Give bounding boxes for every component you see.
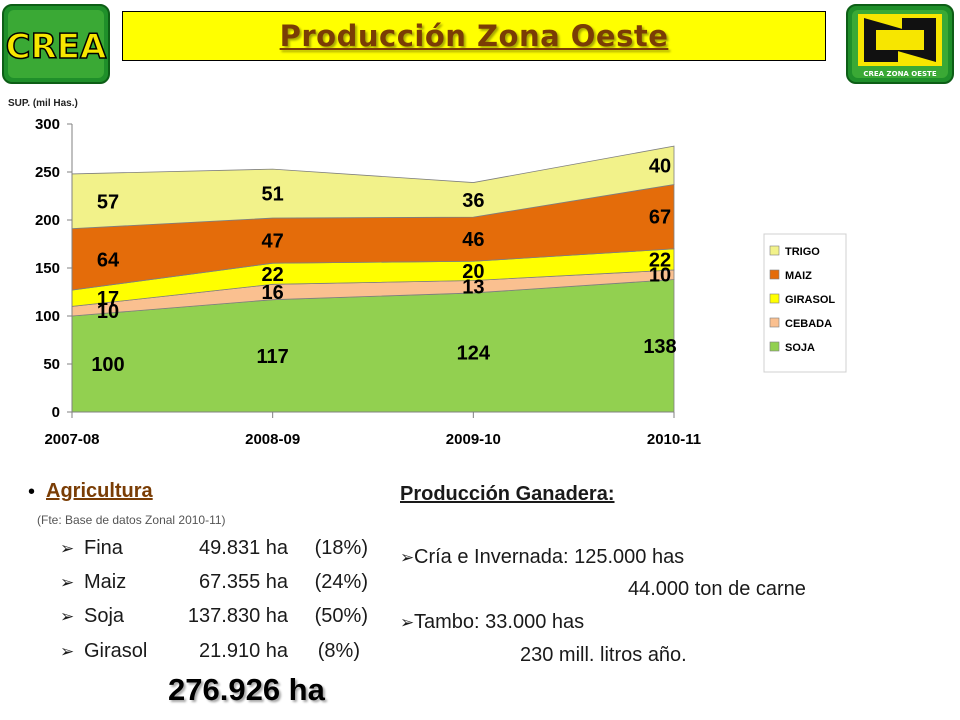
data-label-cebada: 10	[649, 265, 671, 287]
crop-name: Maiz	[84, 571, 127, 593]
y-tick-label: 150	[35, 260, 60, 277]
ganadera-tambo-label: Tambo: 33.000 has	[414, 611, 585, 633]
chart-legend: TRIGO MAIZ GIRASOL CEBADA SOJA	[763, 233, 847, 373]
agricultura-bullet: •	[28, 481, 36, 503]
legend-label-maiz: MAIZ	[785, 270, 812, 282]
crop-ha: 137.830 ha	[187, 605, 288, 627]
data-label-maiz: 67	[649, 207, 671, 229]
crop-pct: (8%)	[317, 640, 360, 662]
data-label-cebada: 13	[462, 277, 484, 299]
arrow-bullet-icon: ➢	[400, 548, 415, 567]
data-label-soja: 138	[643, 336, 676, 358]
crea-zona-oeste-logo: CREA ZONA OESTE	[846, 4, 954, 84]
x-tick-label: 2007-08	[44, 431, 99, 448]
chart-unit-label: SUP. (mil Has.)	[8, 98, 78, 109]
y-tick-label: 50	[43, 356, 60, 373]
data-label-trigo: 51	[262, 184, 284, 206]
legend-label-cebada: CEBADA	[785, 318, 832, 330]
crop-ha: 21.910 ha	[199, 640, 288, 662]
legend-swatch-soja	[769, 341, 780, 352]
x-tick-label: 2010-11	[647, 431, 701, 448]
agricultura-total: 276.926 ha	[168, 672, 325, 707]
legend-swatch-cebada	[769, 317, 780, 328]
data-label-maiz: 46	[462, 229, 484, 251]
agricultura-row-soja: ➢ Soja 137.830 ha (50%)	[60, 605, 368, 628]
legend-swatch-girasol	[769, 293, 780, 304]
x-tick-label: 2008-09	[245, 431, 300, 448]
arrow-bullet-icon: ➢	[60, 607, 75, 626]
y-tick-label: 300	[35, 116, 60, 133]
agricultura-row-girasol: ➢ Girasol 21.910 ha (8%)	[60, 640, 360, 663]
data-label-cebada: 16	[262, 282, 284, 304]
agricultura-source: (Fte: Base de datos Zonal 2010-11)	[37, 513, 226, 527]
crop-name: Girasol	[84, 640, 148, 662]
crop-pct: (50%)	[314, 605, 368, 627]
crop-name: Soja	[84, 605, 125, 627]
data-label-girasol: 22	[649, 249, 671, 271]
data-label-maiz: 64	[97, 249, 120, 271]
data-label-soja: 100	[91, 354, 124, 376]
arrow-bullet-icon: ➢	[400, 613, 415, 632]
legend-label-girasol: GIRASOL	[785, 294, 835, 306]
y-tick-label: 0	[52, 404, 60, 421]
data-label-girasol: 20	[462, 261, 484, 283]
crea-zona-oeste-logo-text: CREA ZONA OESTE	[863, 70, 936, 78]
data-label-maiz: 47	[262, 231, 284, 253]
crop-pct: (24%)	[314, 571, 368, 593]
ganadera-cria-label: Cría e Invernada: 125.000 has	[414, 546, 685, 568]
data-label-trigo: 36	[462, 190, 484, 212]
legend-swatch-maiz	[769, 269, 780, 280]
data-label-trigo: 57	[97, 191, 119, 213]
crop-ha: 67.355 ha	[199, 571, 288, 593]
page-title: Producción Zona Oeste	[279, 19, 669, 53]
crea-logo: CREA	[2, 4, 110, 84]
agricultura-row-fina: ➢ Fina 49.831 ha (18%)	[60, 537, 368, 560]
crop-name: Fina	[84, 537, 123, 559]
legend-swatch-trigo	[769, 245, 780, 256]
agricultura-title: Agricultura	[46, 480, 153, 502]
crea-logo-text: CREA	[6, 27, 107, 67]
arrow-bullet-icon: ➢	[60, 642, 75, 661]
area-trigo	[71, 145, 675, 230]
legend-label-soja: SOJA	[785, 342, 815, 354]
x-tick-label: 2009-10	[446, 431, 501, 448]
data-label-soja: 117	[257, 346, 289, 368]
stacked-area-chart: 0 50 100 150 200 250 300 2007-08 2008-09 2009-10 2…	[35, 116, 847, 448]
arrow-bullet-icon: ➢	[60, 539, 75, 558]
ganadera-cria-carne: 44.000 ton de carne	[628, 578, 806, 600]
data-label-soja: 124	[457, 342, 491, 364]
y-tick-label: 200	[35, 212, 60, 229]
data-label-girasol: 22	[262, 264, 284, 286]
ganadera-cria: ➢Cría e Invernada: 125.000 has	[400, 546, 684, 569]
data-label-trigo: 40	[649, 155, 671, 177]
crop-pct: (18%)	[314, 537, 368, 559]
data-label-cebada: 10	[97, 301, 119, 323]
crop-ha: 49.831 ha	[199, 537, 288, 559]
data-label-girasol: 17	[97, 288, 119, 310]
legend-label-trigo: TRIGO	[785, 246, 820, 258]
y-tick-label: 250	[35, 164, 60, 181]
arrow-bullet-icon: ➢	[60, 573, 75, 592]
ganadera-tambo: ➢Tambo: 33.000 has	[400, 611, 584, 634]
ganadera-tambo-litros: 230 mill. litros año.	[520, 644, 687, 666]
title-banner: Producción Zona Oeste	[122, 11, 826, 61]
agricultura-row-maiz: ➢ Maiz 67.355 ha (24%)	[60, 571, 368, 594]
y-tick-label: 100	[35, 308, 60, 325]
ganadera-title: Producción Ganadera:	[400, 483, 615, 505]
